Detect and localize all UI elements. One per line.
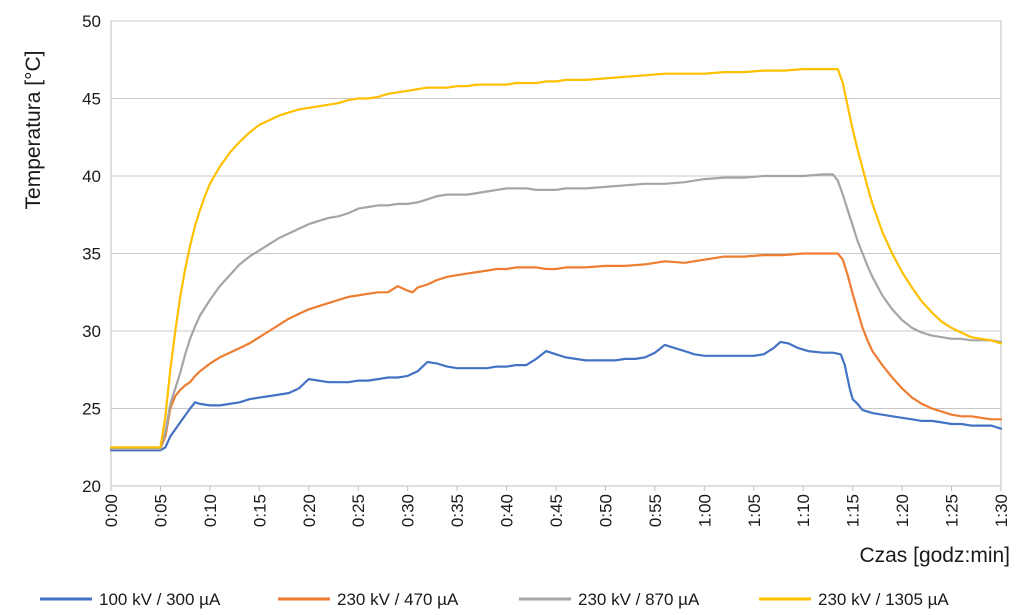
x-tick-label: 0:40	[498, 494, 517, 527]
axes	[110, 21, 1002, 491]
y-tick-label: 50	[82, 12, 101, 31]
y-tick-label: 20	[82, 477, 101, 496]
x-tick-label: 0:05	[151, 494, 170, 527]
y-tick-label: 35	[82, 245, 101, 264]
gridlines	[111, 20, 1001, 487]
x-tick-label: 0:55	[646, 494, 665, 527]
x-tick-label: 1:10	[794, 494, 813, 527]
x-tick-label: 0:00	[102, 494, 121, 527]
series-line-3	[109, 173, 1003, 450]
x-tick-label: 0:20	[300, 494, 319, 527]
legend: 100 kV / 300 µA 230 kV / 470 µA 230 kV / 8…	[40, 590, 949, 609]
x-tick-label: 1:00	[695, 494, 714, 527]
legend-label: 230 kV / 870 µA	[578, 590, 700, 609]
x-tick-label: 0:15	[250, 494, 269, 527]
y-axis-title: Temperatura [°C]	[22, 51, 45, 210]
x-tick-label: 0:45	[547, 494, 566, 527]
x-tick-label: 0:50	[596, 494, 615, 527]
x-tick-label: 1:20	[893, 494, 912, 527]
x-tick-label: 0:10	[201, 494, 220, 527]
y-tick-label: 40	[82, 167, 101, 186]
x-tick-label: 0:25	[349, 494, 368, 527]
series-line-1	[109, 340, 1003, 452]
y-tick-label: 45	[82, 90, 101, 109]
x-tick-labels: 0:00 0:05 0:10 0:15 0:20 0:25 0:30 0:35 0:40 0:45…	[102, 494, 1011, 527]
x-axis-title: Czas [godz:min]	[859, 544, 1010, 567]
legend-label: 230 kV / 1305 µA	[818, 590, 949, 609]
x-tick-label: 1:05	[745, 494, 764, 527]
y-tick-label: 25	[82, 400, 101, 419]
x-tick-label: 1:15	[844, 494, 863, 527]
y-tick-label: 30	[82, 322, 101, 341]
legend-label: 230 kV / 470 µA	[337, 590, 459, 609]
y-tick-labels: 20 25 30 35 40 45 50	[82, 12, 101, 496]
series-line-2	[109, 252, 1003, 450]
x-tick-label: 0:35	[448, 494, 467, 527]
series-lines	[109, 67, 1003, 452]
x-tick-label: 1:30	[992, 494, 1011, 527]
x-tick-label: 0:30	[399, 494, 418, 527]
legend-label: 100 kV / 300 µA	[99, 590, 221, 609]
series-line-4	[109, 67, 1003, 449]
x-tick-label: 1:25	[943, 494, 962, 527]
